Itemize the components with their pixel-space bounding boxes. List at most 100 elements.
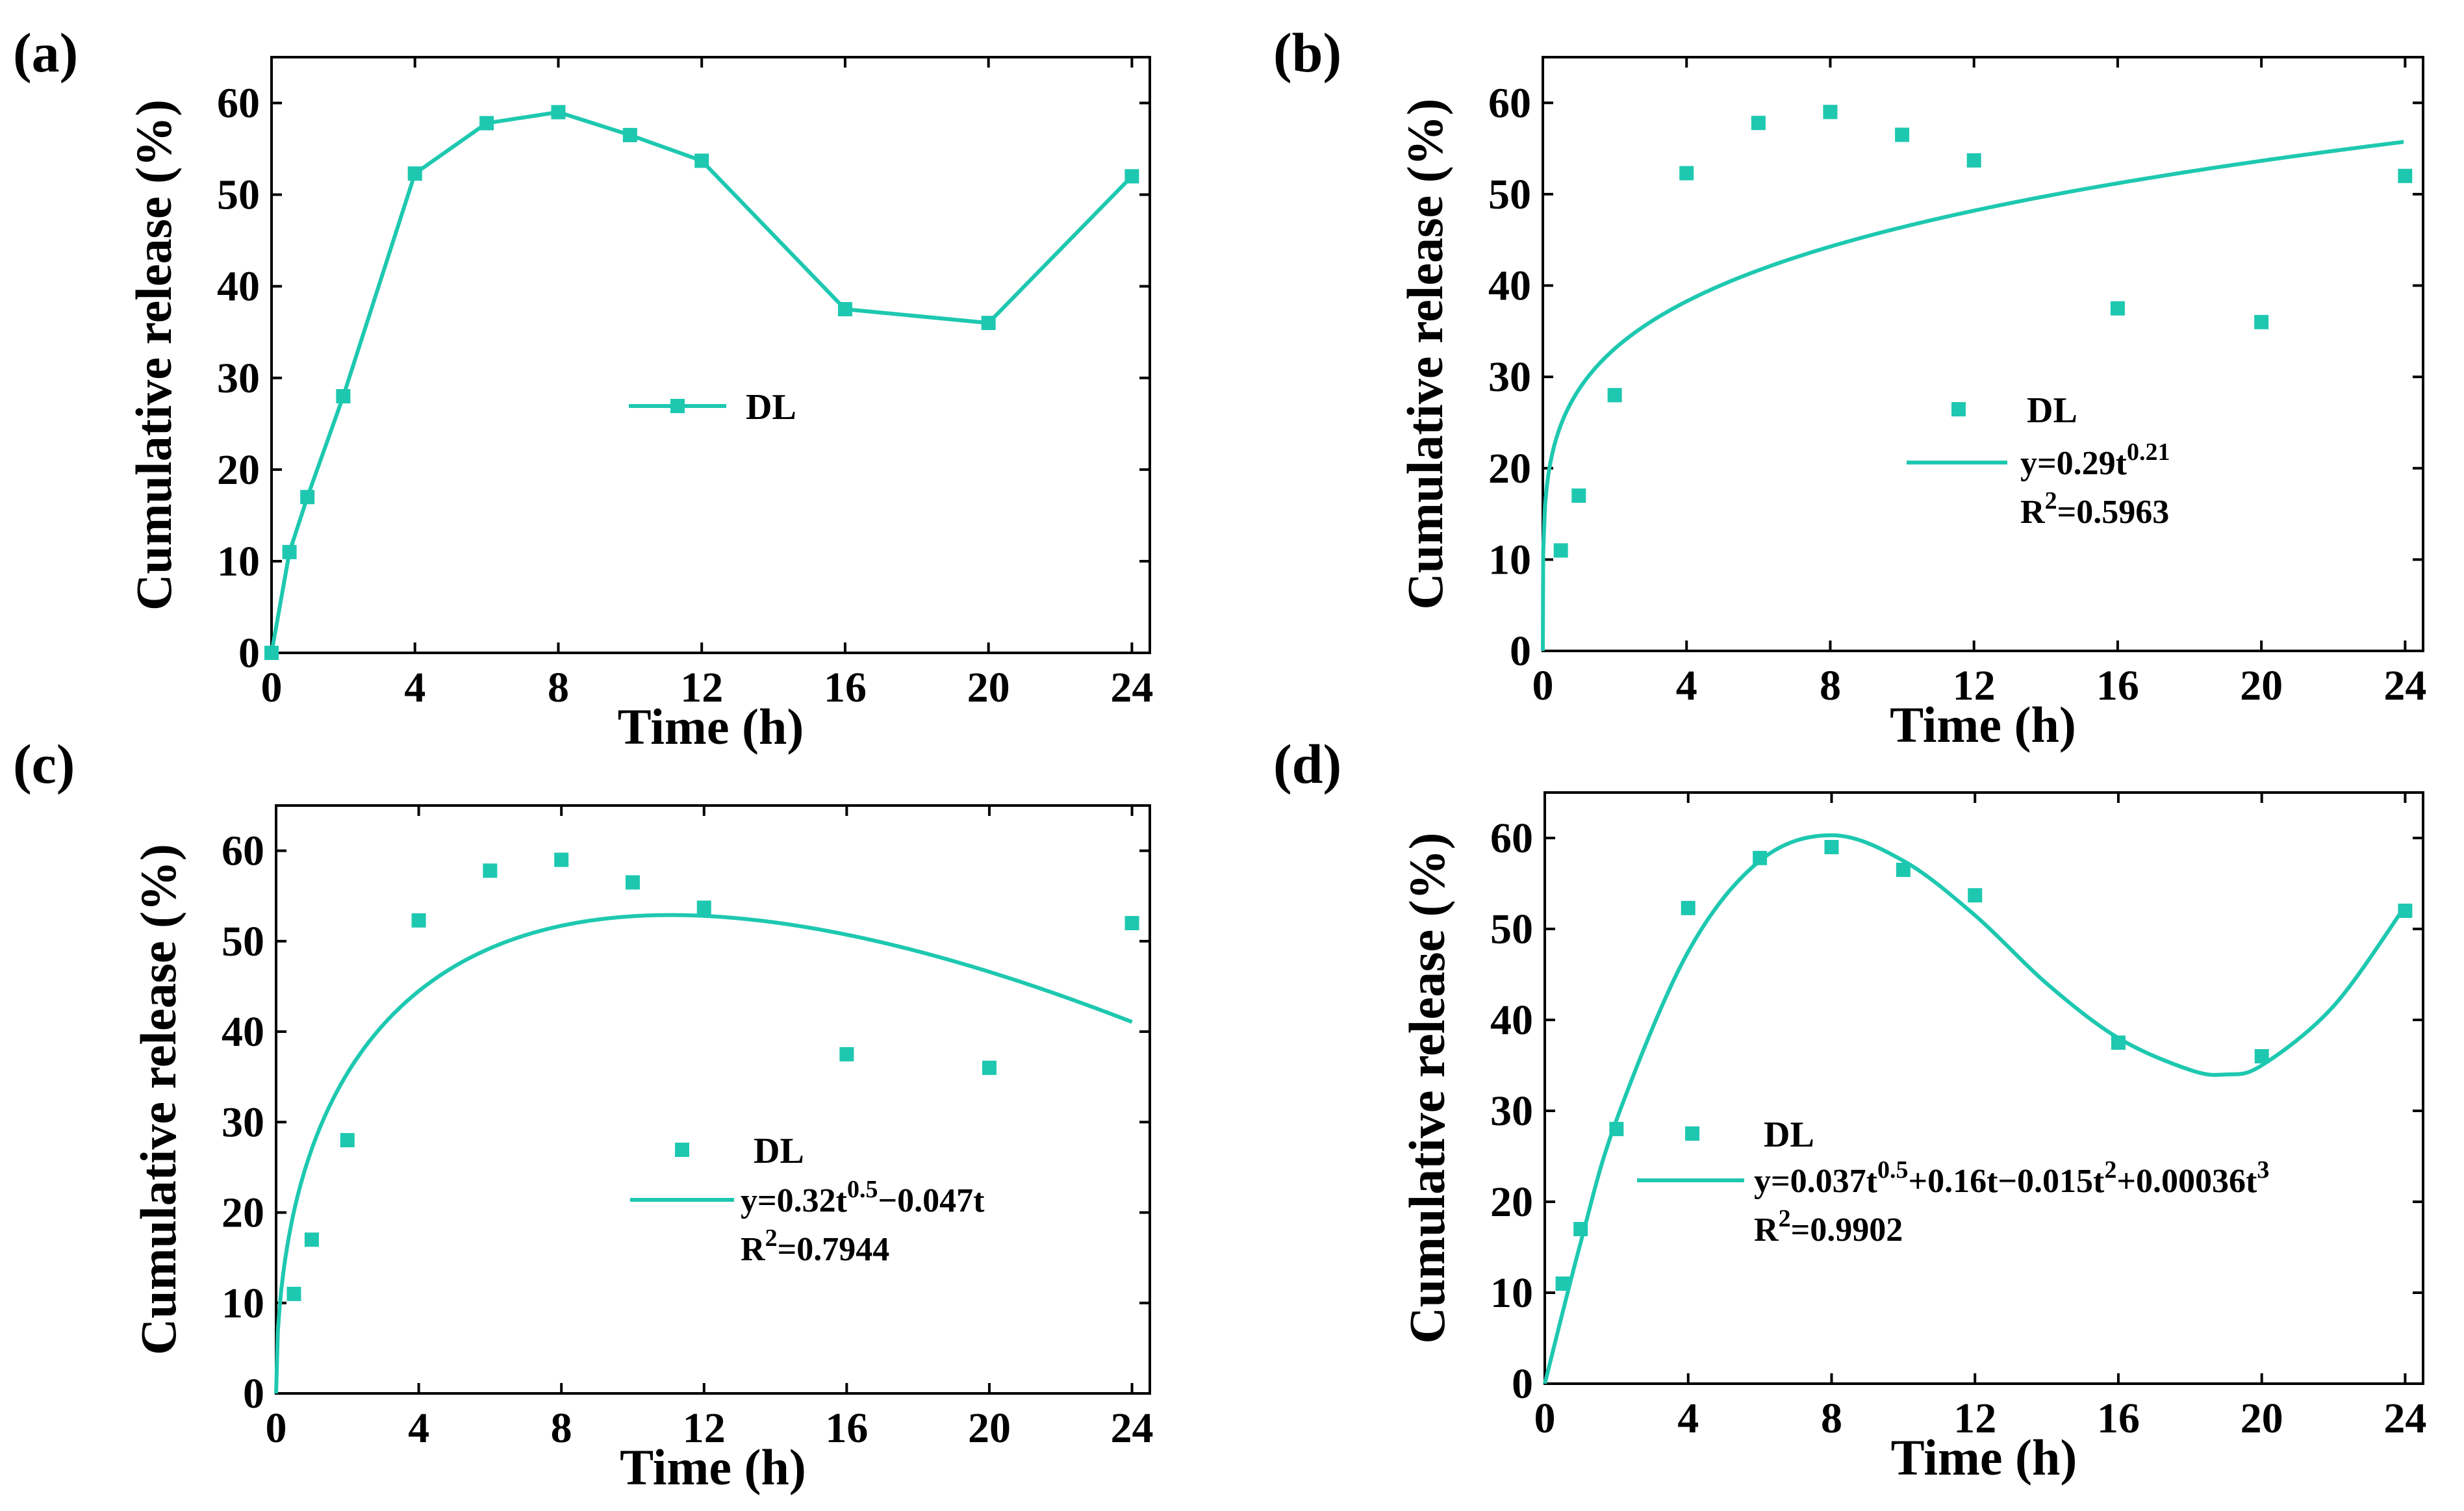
x-tick-label: 8 <box>1821 1395 1842 1442</box>
y-tick-label: 10 <box>217 538 260 585</box>
y-tick-label: 20 <box>1488 445 1531 492</box>
data-point <box>2254 1049 2269 1063</box>
x-tick-label: 8 <box>1820 662 1841 709</box>
x-tick-label: 20 <box>967 664 1010 711</box>
data-point <box>1124 169 1139 184</box>
panel-label: (b) <box>1273 21 1341 84</box>
data-point <box>554 852 569 867</box>
x-tick-label: 12 <box>683 1404 726 1452</box>
legend-label-dl: DL <box>1764 1115 1814 1155</box>
y-tick-label: 0 <box>243 1370 264 1417</box>
data-point <box>1555 1276 1570 1291</box>
legend-marker-swatch <box>675 1143 689 1157</box>
legend: DL y=0.32t0.5−0.047t R2=0.7944 <box>630 1131 985 1268</box>
data-point <box>304 1232 319 1247</box>
data-point <box>1679 166 1694 181</box>
y-tick-label: 10 <box>1490 1269 1533 1317</box>
x-tick-label: 4 <box>1676 662 1697 709</box>
y-tick-label: 40 <box>1488 262 1531 310</box>
x-axis-label: Time (h) <box>1891 1429 2077 1486</box>
x-tick-label: 16 <box>2096 662 2139 709</box>
y-tick-label: 50 <box>1490 906 1533 953</box>
legend-label-dl: DL <box>2027 390 2077 431</box>
legend-label-dl: DL <box>754 1131 804 1171</box>
data-point <box>1553 543 1568 558</box>
y-tick-label: 20 <box>1490 1178 1533 1226</box>
x-tick-label: 4 <box>404 664 425 711</box>
legend: DL y=0.29t0.21 R2=0.5963 <box>1907 390 2170 531</box>
y-tick-label: 50 <box>1488 171 1531 218</box>
data-point <box>1681 900 1696 915</box>
x-tick-label: 0 <box>1534 1395 1556 1442</box>
data-point <box>1751 116 1766 131</box>
plot-frame <box>270 56 1151 654</box>
x-tick-label: 20 <box>2240 662 2283 709</box>
series-line <box>270 110 1134 654</box>
panel-c: (c) 0 4 8 12 16 20 24 0 10 20 30 40 50 60 Time (h) Cumul… <box>13 733 1154 1495</box>
r-squared: R2=0.5963 <box>2020 487 2169 531</box>
x-tick-label: 12 <box>1953 1395 1996 1442</box>
x-tick-label: 8 <box>551 1404 572 1452</box>
data-point <box>982 1060 997 1075</box>
y-tick-label: 0 <box>238 629 260 677</box>
y-axis-label: Cumulative release (%) <box>130 844 186 1355</box>
legend-marker-swatch <box>1951 402 1966 416</box>
data-point <box>479 116 494 131</box>
data-point <box>981 316 996 331</box>
data-point <box>1824 840 1839 854</box>
data-point <box>1895 127 1910 142</box>
y-tick-label: 30 <box>217 355 260 402</box>
y-tick-label: 60 <box>1488 79 1531 127</box>
x-tick-label: 16 <box>2097 1395 2140 1442</box>
r-squared: R2=0.9902 <box>1754 1205 1903 1249</box>
legend-marker-swatch <box>1685 1126 1699 1141</box>
x-tick-label: 4 <box>408 1404 429 1452</box>
x-axis-label: Time (h) <box>1890 696 2076 753</box>
x-tick-label: 8 <box>548 664 569 711</box>
data-point <box>1571 488 1586 503</box>
y-tick-label: 50 <box>222 918 264 965</box>
data-point <box>1823 105 1838 120</box>
x-tick-label: 24 <box>2383 1395 2426 1442</box>
y-tick-label: 10 <box>222 1280 264 1327</box>
data-point <box>336 388 351 403</box>
data-point <box>2398 168 2413 183</box>
data-point <box>1966 153 1981 168</box>
fit-equation: y=0.32t0.5−0.047t <box>741 1176 985 1219</box>
data-point <box>2254 314 2269 329</box>
data-point <box>1607 388 1622 403</box>
x-tick-label: 24 <box>2383 662 2426 709</box>
data-point <box>411 913 426 928</box>
y-tick-label: 10 <box>1488 536 1531 583</box>
x-tick-label: 4 <box>1677 1395 1699 1442</box>
y-tick-label: 40 <box>222 1008 264 1056</box>
data-point <box>1896 863 1911 877</box>
data-point <box>839 1047 854 1061</box>
y-tick-label: 30 <box>222 1098 264 1146</box>
x-tick-label: 24 <box>1110 664 1153 711</box>
panel-label: (c) <box>13 733 75 795</box>
y-axis-label: Cumulative release (%) <box>1399 832 1455 1343</box>
x-tick-label: 12 <box>1953 662 1996 709</box>
y-tick-label: 20 <box>217 446 260 494</box>
legend-label-dl: DL <box>746 387 796 427</box>
r-squared: R2=0.7944 <box>741 1225 889 1268</box>
y-tick-label: 40 <box>1490 997 1533 1044</box>
data-point <box>696 900 711 915</box>
y-tick-label: 30 <box>1490 1087 1533 1135</box>
x-tick-label: 16 <box>825 1404 868 1452</box>
x-tick-label: 20 <box>968 1404 1011 1452</box>
data-point <box>694 153 709 168</box>
x-tick-label: 0 <box>266 1404 287 1452</box>
legend: DLy=0.037t0.5+0.16t−0.015t2+0.00036t3 R2=… <box>1637 1115 2269 1249</box>
fit-curve <box>274 913 1133 1394</box>
data-point <box>407 166 422 181</box>
x-axis-label: Time (h) <box>618 698 804 755</box>
fit-curve <box>1541 140 2404 652</box>
data-point <box>837 301 852 316</box>
data-point <box>625 875 640 890</box>
fit-curve <box>1543 833 2407 1384</box>
y-tick-label: 20 <box>222 1189 264 1237</box>
legend-marker-swatch <box>670 399 685 413</box>
x-tick-label: 0 <box>1532 662 1554 709</box>
